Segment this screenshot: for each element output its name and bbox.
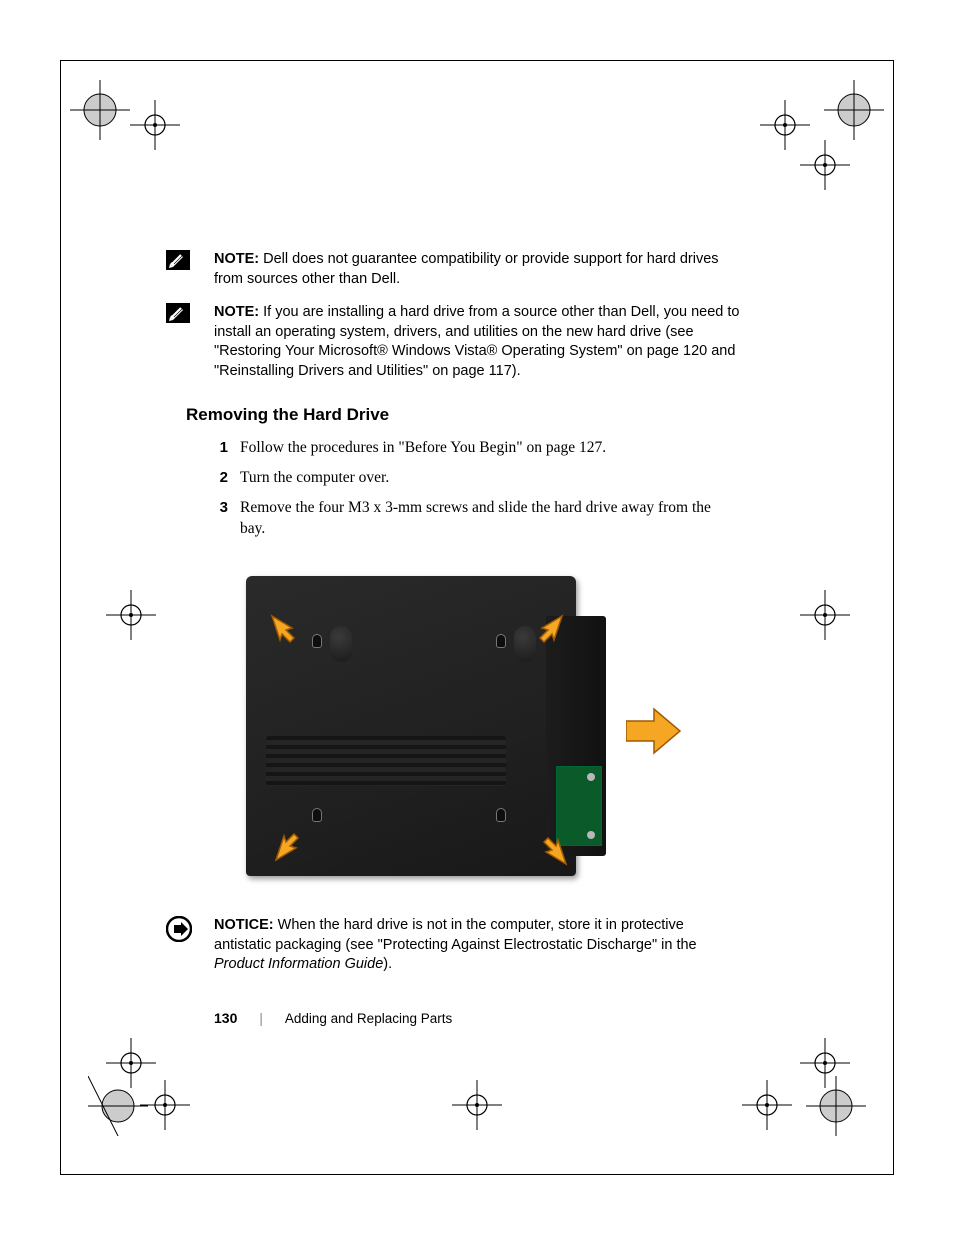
main-content: NOTE: Dell does not guarantee compatibil… [200,250,740,989]
note-label: NOTE: [214,251,259,267]
note-block-1: NOTE: Dell does not guarantee compatibil… [200,250,740,289]
step-number: 1 [214,437,240,459]
screw-arrow-icon [268,828,308,868]
step-number: 2 [214,467,240,489]
note-label: NOTE: [214,304,259,320]
notice-block: NOTICE: When the hard drive is not in th… [200,916,740,975]
footer-separator: | [259,1011,263,1026]
registration-mark-icon [130,100,180,150]
slide-direction-arrow-icon [626,706,682,756]
note-body-2: If you are installing a hard drive from … [214,304,740,379]
note-text-1: NOTE: Dell does not guarantee compatibil… [200,250,740,289]
hard-drive-removal-illustration [246,576,686,886]
step-1: 1 Follow the procedures in "Before You B… [214,437,740,459]
step-text: Turn the computer over. [240,467,740,489]
registration-mark-icon [806,1076,866,1136]
notice-body-before: When the hard drive is not in the comput… [214,917,697,953]
step-number: 3 [214,497,240,540]
screw-hole-icon [496,808,506,822]
registration-mark-icon [800,590,850,640]
notice-arrow-icon [166,916,192,947]
note-text-2: NOTE: If you are installing a hard drive… [200,303,740,381]
step-list: 1 Follow the procedures in "Before You B… [214,437,740,540]
screw-arrow-icon [534,832,574,872]
registration-mark-icon [140,1080,190,1130]
note-block-2: NOTE: If you are installing a hard drive… [200,303,740,381]
notice-label: NOTICE: [214,917,274,933]
section-heading: Removing the Hard Drive [186,405,740,425]
note-body-1: Dell does not guarantee compatibility or… [214,251,719,287]
notice-body-after: ). [383,956,392,972]
registration-mark-icon [800,140,850,190]
chapter-title: Adding and Replacing Parts [285,1011,452,1026]
screw-hole-icon [312,634,322,648]
step-2: 2 Turn the computer over. [214,467,740,489]
registration-mark-icon [824,80,884,140]
notice-text: NOTICE: When the hard drive is not in th… [200,916,740,975]
step-text: Remove the four M3 x 3-mm screws and sli… [240,497,740,540]
registration-mark-icon [742,1080,792,1130]
registration-mark-icon [70,80,130,140]
pencil-note-icon [166,250,190,275]
registration-mark-icon [88,1076,148,1136]
screw-hole-icon [312,808,322,822]
screw-arrow-icon [530,608,570,648]
screw-arrow-icon [264,608,304,648]
pencil-note-icon [166,303,190,328]
notice-body-italic: Product Information Guide [214,956,383,972]
rubber-foot [330,626,352,662]
page-footer: 130 | Adding and Replacing Parts [214,1010,452,1026]
page-number: 130 [214,1010,237,1026]
registration-mark-icon [452,1080,502,1130]
screw-hole-icon [496,634,506,648]
step-3: 3 Remove the four M3 x 3-mm screws and s… [214,497,740,540]
registration-mark-icon [106,590,156,640]
vent-slots [266,736,506,786]
step-text: Follow the procedures in "Before You Beg… [240,437,740,459]
